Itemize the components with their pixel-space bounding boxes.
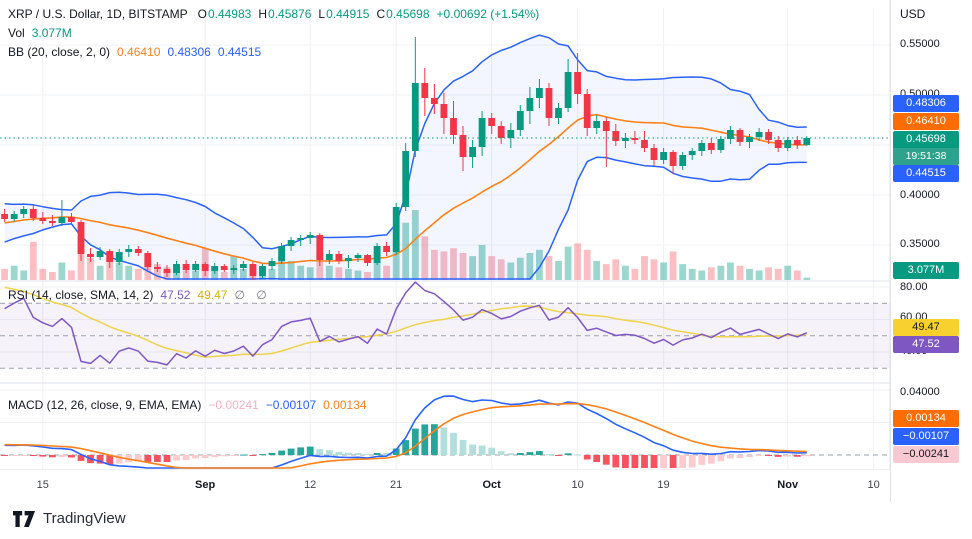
- time-axis[interactable]: 15 Sep 12 21 Oct 10 19 Nov 10: [0, 470, 972, 502]
- macd-signal-value: 0.00134: [323, 398, 367, 412]
- rsi-legend-row[interactable]: RSI (14, close, SMA, 14, 2) 47.52 49.47 …: [8, 288, 271, 302]
- bb-legend-row[interactable]: BB (20, close, 2, 0) 0.46410 0.48306 0.4…: [8, 45, 539, 59]
- time-label-10: 10: [571, 479, 584, 491]
- time-label-oct: Oct: [482, 479, 501, 491]
- time-label-15: 15: [36, 479, 49, 491]
- chart-graphics: [0, 0, 972, 503]
- price-tick-055: 0.55000: [900, 38, 940, 50]
- tradingview-wordmark: TradingView: [43, 510, 126, 527]
- volume-label: Vol: [8, 26, 25, 40]
- price-badge-0.46410: 0.46410: [893, 113, 959, 130]
- time-label-nov: Nov: [777, 479, 799, 491]
- rsi-label: RSI (14, close, SMA, 14, 2): [8, 288, 154, 302]
- bb-basis-value: 0.46410: [117, 45, 161, 59]
- ohlc-open: O 0.44983: [197, 7, 252, 21]
- macd-legend-row[interactable]: MACD (12, 26, close, 9, EMA, EMA) −0.002…: [8, 398, 367, 412]
- time-label-sep: Sep: [195, 479, 216, 491]
- price-badge-3.077M: 3.077M: [893, 262, 959, 279]
- time-label-19: 19: [657, 479, 670, 491]
- price-tick-035: 0.35000: [900, 238, 940, 250]
- price-badge-0.44515: 0.44515: [893, 165, 959, 182]
- rsi-badge-47.52: 47.52: [893, 336, 959, 353]
- price-badge-0.48306: 0.48306: [893, 95, 959, 112]
- macd-tick-004: 0.04000: [900, 386, 940, 398]
- price-tick-040: 0.40000: [900, 189, 940, 201]
- symbol-legend-row[interactable]: XRP / U.S. Dollar, 1D, BITSTAMP O 0.44983…: [8, 7, 539, 21]
- macd-badge-0.00241: −0.00241: [893, 446, 959, 463]
- chart-canvas[interactable]: [0, 0, 972, 505]
- bb-lower-value: 0.44515: [217, 45, 262, 59]
- symbol-title: XRP / U.S. Dollar, 1D, BITSTAMP: [8, 7, 188, 21]
- rsi-empty-values: ∅ ∅: [234, 288, 271, 302]
- main-legend: XRP / U.S. Dollar, 1D, BITSTAMP O 0.44983…: [8, 7, 539, 64]
- macd-badge-0.00134: 0.00134: [893, 410, 959, 427]
- volume-legend-row[interactable]: Vol 3.077M: [8, 26, 539, 40]
- tradingview-logo[interactable]: TradingView: [13, 510, 126, 527]
- axis-currency-label: USD: [900, 7, 926, 21]
- ohlc-low: L 0.44915: [318, 7, 370, 21]
- volume-value: 3.077M: [31, 26, 72, 40]
- macd-badge-0.00107: −0.00107: [893, 428, 959, 445]
- ohlc-close: C 0.45698: [376, 7, 430, 21]
- price-axis[interactable]: USD 0.55000 0.50000 0.40000 0.35000 80.0…: [890, 0, 972, 502]
- macd-label: MACD (12, 26, close, 9, EMA, EMA): [8, 398, 202, 412]
- rsi-badge-49.47: 49.47: [893, 319, 959, 336]
- rsi-ma-value: 49.47: [197, 288, 228, 302]
- price-badge-0.45698: 0.45698 19:51:38: [893, 131, 959, 165]
- rsi-legend: RSI (14, close, SMA, 14, 2) 47.52 49.47 …: [8, 288, 271, 307]
- ohlc-high: H 0.45876: [258, 7, 312, 21]
- time-label-10: 10: [867, 479, 880, 491]
- time-label-21: 21: [390, 479, 403, 491]
- rsi-tick-80: 80.00: [900, 281, 928, 293]
- macd-legend: MACD (12, 26, close, 9, EMA, EMA) −0.002…: [8, 398, 367, 417]
- price-change: +0.00692 (+1.54%): [436, 7, 540, 21]
- footer-bar: TradingView: [0, 502, 972, 539]
- bb-label: BB (20, close, 2, 0): [8, 45, 111, 59]
- rsi-value: 47.52: [160, 288, 191, 302]
- bb-upper-value: 0.48306: [167, 45, 211, 59]
- macd-hist-value: −0.00241: [208, 398, 259, 412]
- time-label-12: 12: [304, 479, 317, 491]
- macd-line-value: −0.00107: [265, 398, 317, 412]
- tradingview-logo-icon: [13, 510, 35, 527]
